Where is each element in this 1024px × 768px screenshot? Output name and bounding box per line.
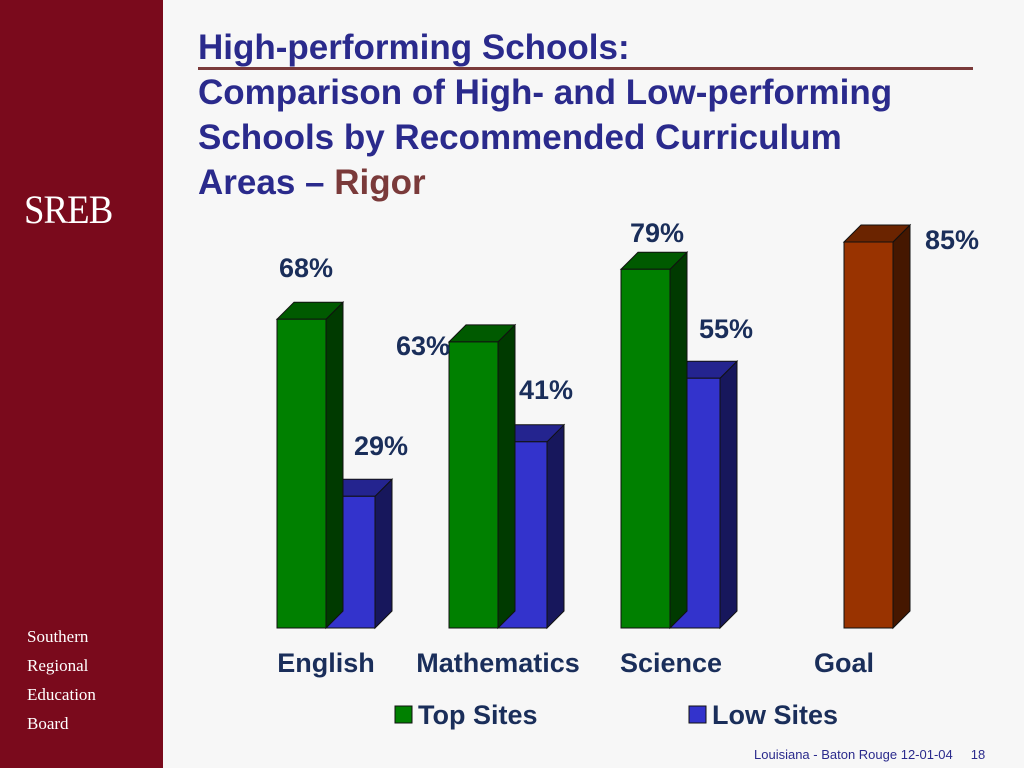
- value-label-low-sites-mathematics: 41%: [519, 375, 573, 405]
- footer-text: Louisiana - Baton Rouge 12-01-04: [754, 747, 953, 762]
- page-number: 18: [970, 747, 986, 762]
- title-line-3: Schools by Recommended Curriculum: [198, 118, 842, 157]
- value-label-low-sites-english: 29%: [354, 431, 408, 461]
- category-label-english: English: [277, 648, 375, 678]
- legend-swatch-top-sites: [394, 705, 413, 724]
- title-rule: [198, 67, 973, 70]
- category-label-mathematics: Mathematics: [416, 648, 580, 678]
- value-label-goal: 85%: [925, 225, 979, 255]
- value-label-top-sites-english: 68%: [279, 253, 333, 283]
- org-line: Southern: [27, 627, 89, 646]
- bar-top-sites-mathematics: [447, 323, 517, 630]
- title-prefix: Areas –: [198, 163, 335, 202]
- sidebar: SREB Southern Regional Education Board: [0, 0, 163, 768]
- bar-goal-side: [892, 223, 911, 630]
- value-label-top-sites-science: 79%: [630, 218, 684, 248]
- bar-goal-front: [843, 241, 894, 629]
- bar-goal: [842, 223, 912, 630]
- legend-label-low-sites: Low Sites: [712, 700, 838, 730]
- bar-low-sites-science-side: [719, 360, 738, 630]
- bar-top-sites-english: [275, 300, 345, 630]
- title-line-4: Areas – Rigor: [198, 160, 998, 205]
- bar-top-sites-mathematics-side: [497, 323, 516, 630]
- bar-low-sites-english-side: [374, 478, 393, 630]
- legend-label-top-sites: Top Sites: [418, 700, 538, 730]
- org-line: Education: [27, 685, 96, 704]
- bar-top-sites-english-side: [325, 300, 344, 630]
- bar-top-sites-science-front: [620, 268, 671, 629]
- bar-top-sites-english-front: [276, 318, 327, 629]
- value-label-low-sites-science: 55%: [699, 314, 753, 344]
- legend-swatch-low-sites: [688, 705, 707, 724]
- sreb-logo: SREB: [24, 187, 113, 232]
- title-line-1: High-performing Schools:: [198, 28, 630, 67]
- org-line: Regional: [27, 656, 89, 675]
- value-label-top-sites-mathematics: 63%: [396, 331, 450, 361]
- title-line-2: Comparison of High- and Low-performing: [198, 73, 893, 112]
- category-label-goal: Goal: [814, 648, 874, 678]
- bar-low-sites-mathematics-side: [546, 423, 565, 630]
- bar-top-sites-science-side: [669, 251, 688, 630]
- org-line: Board: [27, 714, 69, 733]
- organization-name: Southern Regional Education Board: [27, 622, 96, 738]
- bar-top-sites-science: [619, 251, 689, 630]
- bar-top-sites-mathematics-front: [448, 341, 499, 629]
- title-accent: Rigor: [334, 163, 426, 202]
- slide-footer: Louisiana - Baton Rouge 12-01-04 18: [754, 747, 1003, 762]
- slide-title: High-performing Schools: Comparison of H…: [198, 25, 998, 205]
- category-label-science: Science: [620, 648, 722, 678]
